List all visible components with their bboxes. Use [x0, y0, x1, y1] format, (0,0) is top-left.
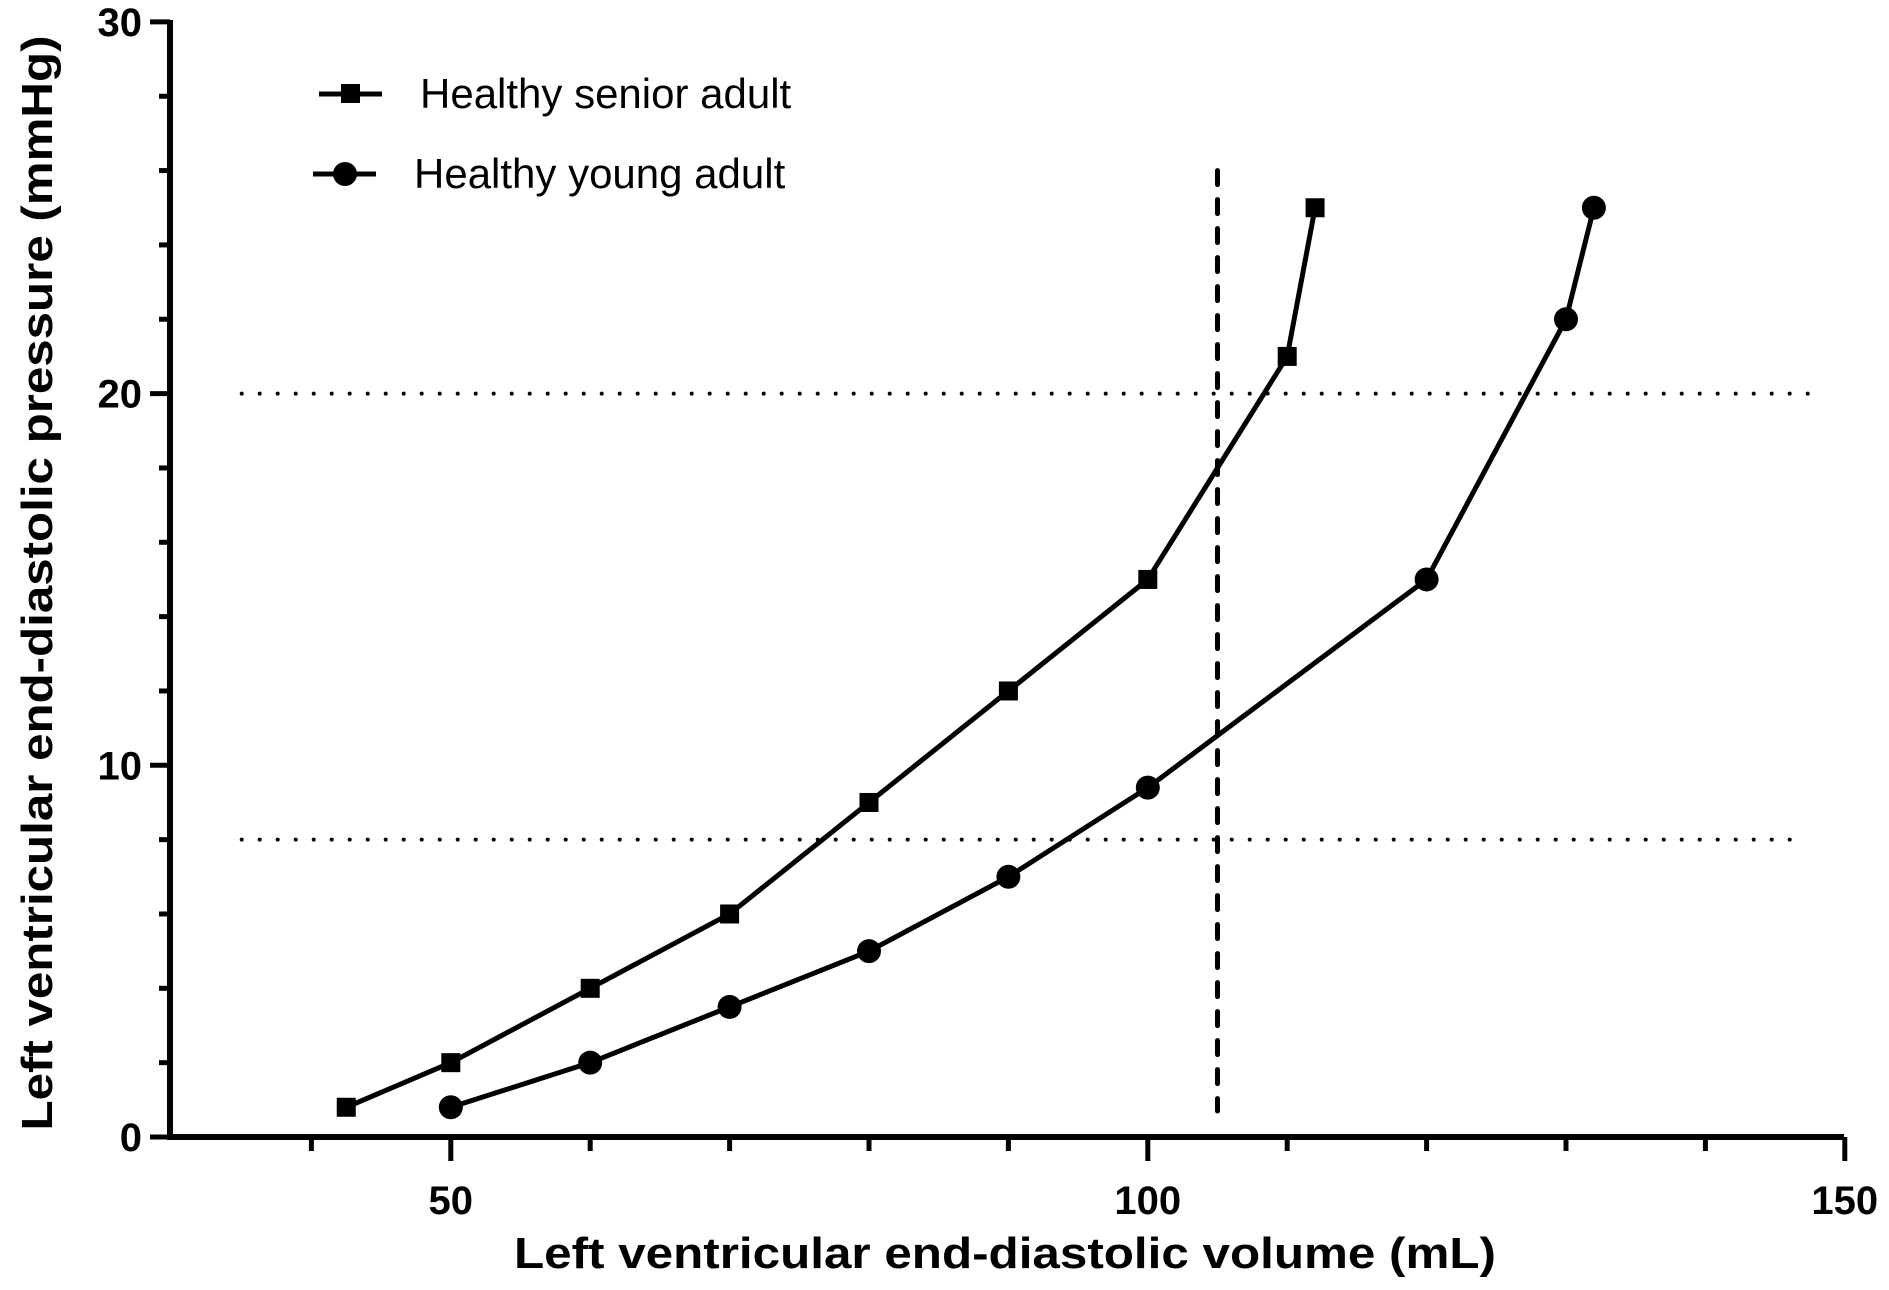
- data-point-senior: [580, 978, 600, 998]
- data-point-young: [578, 1050, 603, 1075]
- legend: Healthy senior adult Healthy young adult: [313, 70, 792, 197]
- y-tick-label: 20: [98, 373, 143, 417]
- legend-label-senior: Healthy senior adult: [420, 70, 792, 117]
- legend-item-senior: Healthy senior adult: [319, 70, 792, 117]
- data-point-young: [1414, 567, 1439, 592]
- x-tick-label: 50: [429, 1179, 474, 1223]
- data-point-senior: [859, 792, 879, 812]
- ticks: 50 100 150 0 10 20 30: [98, 1, 1879, 1223]
- data-point-young: [1581, 195, 1606, 220]
- data-point-senior: [441, 1053, 461, 1073]
- data-point-senior: [998, 681, 1018, 701]
- x-tick-label: 100: [1114, 1179, 1181, 1223]
- data-point-young: [717, 994, 742, 1019]
- legend-circle-marker-icon: [333, 162, 357, 186]
- y-tick-label: 10: [98, 744, 143, 788]
- data-point-young: [1554, 307, 1578, 332]
- data-point-senior: [1305, 198, 1325, 218]
- y-tick-label: 30: [98, 1, 143, 45]
- legend-label-young: Healthy young adult: [414, 150, 786, 197]
- legend-square-marker-icon: [341, 84, 360, 103]
- y-tick-label: 0: [120, 1116, 142, 1160]
- data-point-senior: [720, 904, 740, 924]
- data-point-young: [1135, 775, 1160, 800]
- data-point-young: [996, 864, 1021, 889]
- data-point-young: [857, 939, 881, 964]
- x-axis-title: Left ventricular end-diastolic volume (m…: [514, 1229, 1496, 1278]
- series-line-senior: [345, 207, 1318, 1110]
- series: [336, 195, 1606, 1120]
- x-tick-label: 150: [1811, 1179, 1878, 1223]
- y-axis-title: Left ventricular end-diastolic pressure …: [13, 36, 62, 1131]
- data-point-young: [438, 1095, 463, 1120]
- reference-lines: [239, 168, 1812, 1114]
- data-point-senior: [1277, 346, 1297, 366]
- data-point-senior: [1138, 569, 1158, 589]
- data-point-senior: [336, 1097, 356, 1117]
- legend-item-young: Healthy young adult: [313, 150, 786, 197]
